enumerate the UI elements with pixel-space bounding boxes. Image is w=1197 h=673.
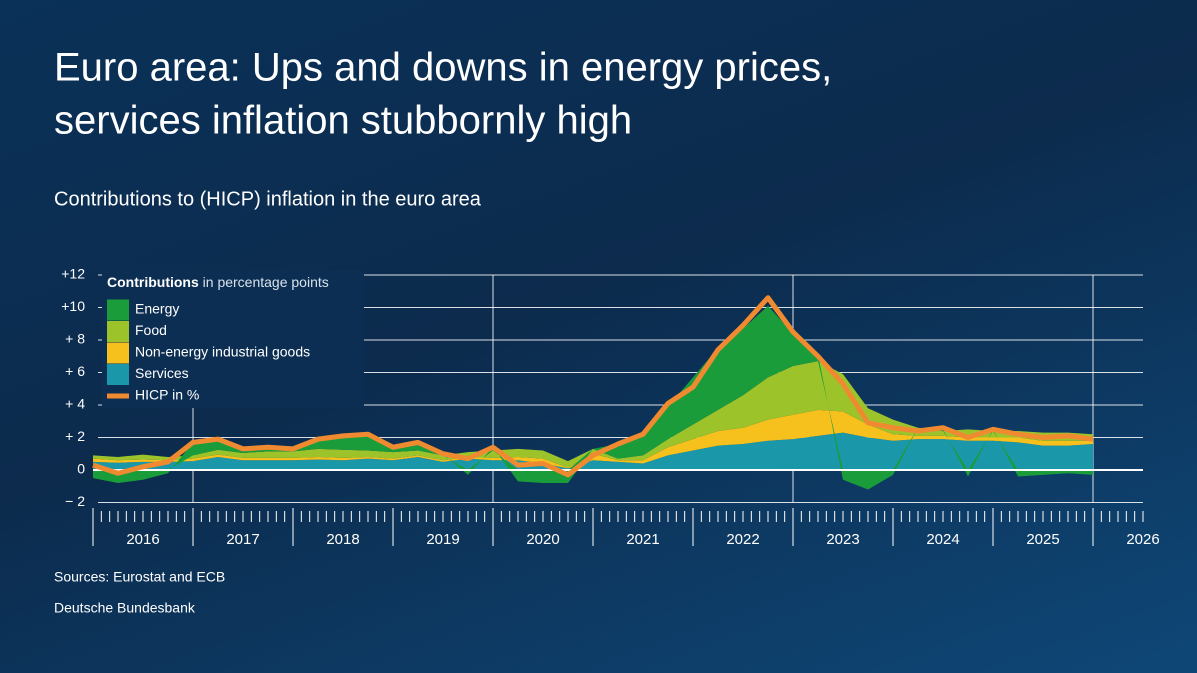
legend-label: HICP in % <box>135 387 199 403</box>
legend-swatch <box>107 364 129 385</box>
legend-swatch <box>107 321 129 342</box>
legend-box <box>102 270 364 408</box>
y-tick-label: 0 <box>77 461 85 477</box>
legend-swatch <box>107 342 129 364</box>
y-tick-label: + 4 <box>65 396 85 412</box>
x-tick-label: 2025 <box>1026 531 1059 548</box>
y-tick-label: + 6 <box>65 363 85 379</box>
area <box>93 409 1093 469</box>
x-tick-label: 2026 <box>1126 531 1159 548</box>
line <box>92 295 1094 478</box>
x-tick-label: 2018 <box>326 531 359 548</box>
x-tick-label: 2022 <box>726 531 759 548</box>
sources: Sources: Eurostat and ECB <box>54 569 225 585</box>
y-tick-label: +12 <box>61 266 85 282</box>
area <box>93 432 1093 470</box>
y-tick-label: +10 <box>61 298 85 314</box>
x-tick-label: 2020 <box>526 531 559 548</box>
legend-subtitle: in percentage points <box>203 274 329 290</box>
chart-title: services inflation stubbornly high <box>54 99 632 143</box>
chart-title: Euro area: Ups and downs in energy price… <box>54 46 832 90</box>
y-tick-label: − 2 <box>65 493 85 509</box>
legend: Contributions in percentage points Energ… <box>102 270 364 408</box>
publisher: Deutsche Bundesbank <box>54 600 196 616</box>
x-tick-label: 2016 <box>126 531 159 548</box>
area <box>93 305 1093 490</box>
x-tick-label: 2021 <box>626 531 659 548</box>
y-tick-label: + 8 <box>65 331 85 347</box>
x-tick-label: 2024 <box>926 531 959 548</box>
x-tick-label: 2019 <box>426 531 459 548</box>
legend-title: Contributions in percentage points <box>107 274 329 290</box>
legend-label: Energy <box>135 301 179 317</box>
legend-label: Non-energy industrial goods <box>135 344 310 360</box>
legend-title: Contributions <box>107 274 199 290</box>
legend-label: Services <box>135 365 189 381</box>
legend-label: Food <box>135 322 167 338</box>
chart-subtitle: Contributions to (HICP) inflation in the… <box>54 188 482 210</box>
legend-swatch <box>107 299 129 321</box>
x-tick-label: 2017 <box>226 531 259 548</box>
x-tick-label: 2023 <box>826 531 859 548</box>
y-tick-label: + 2 <box>65 428 85 444</box>
